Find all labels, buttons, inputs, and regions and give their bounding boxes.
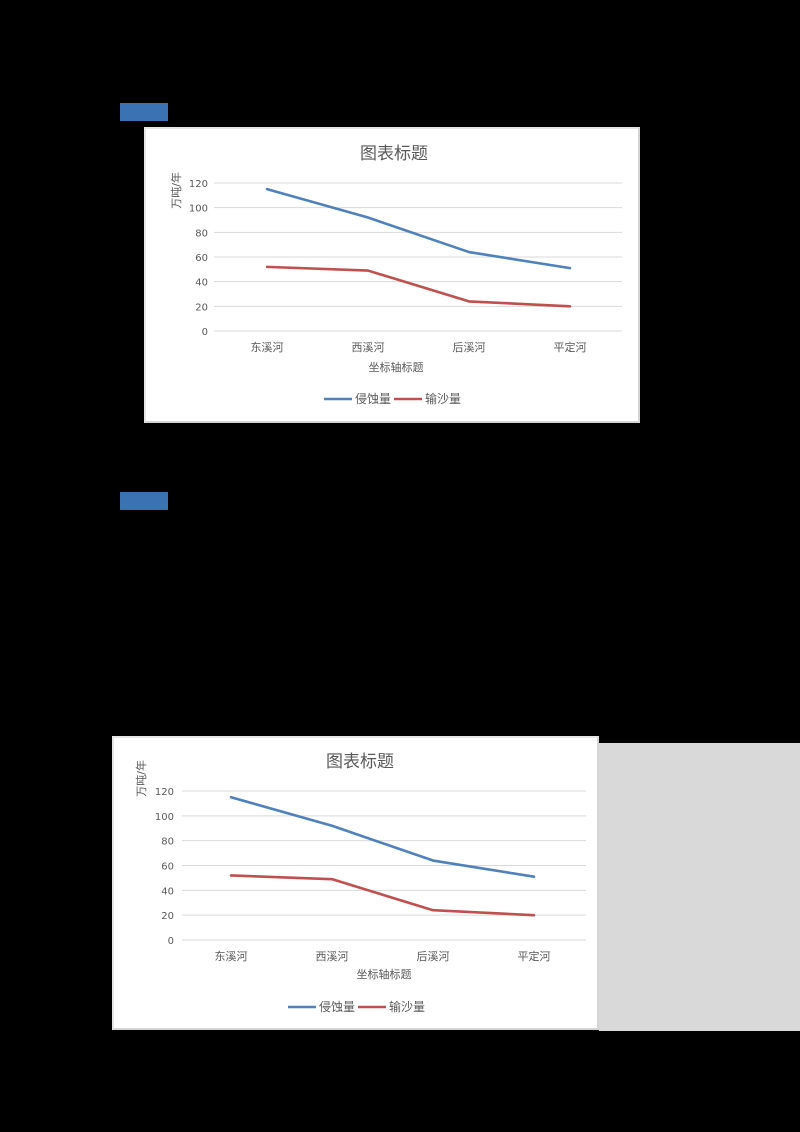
legend: 侵蚀量 输沙量 [324, 391, 461, 406]
series-line [265, 187, 572, 270]
y-tick-label: 60 [161, 862, 174, 873]
chart-2-canvas: 图表标题 万吨/年 0 20 40 60 80 100 120 东溪河 西溪河 后溪河 平定河 坐… [134, 752, 586, 1014]
y-axis-ticks: 0 20 40 60 80 100 120 [189, 179, 208, 338]
chart-1-canvas: 图表标题 万吨/年 0 20 40 60 80 100 120 东溪河 西溪河 后溪河 平定河 坐… [169, 144, 622, 406]
gridlines [214, 182, 622, 332]
y-tick-label: 80 [161, 837, 174, 848]
line-chart-2: 图表标题 万吨/年 0 20 40 60 80 100 120 东溪河 西溪河 后溪河 平定河 坐… [112, 736, 599, 1030]
section-label-2 [120, 492, 168, 510]
x-category-label: 西溪河 [352, 341, 385, 354]
y-tick-label: 0 [168, 936, 174, 947]
y-tick-label: 60 [195, 253, 208, 264]
y-axis-title: 万吨/年 [134, 760, 148, 797]
y-tick-label: 100 [189, 204, 208, 215]
series-line [265, 265, 572, 308]
y-tick-label: 100 [155, 812, 174, 823]
gridlines [182, 790, 586, 941]
legend-label: 侵蚀量 [355, 391, 391, 406]
line-chart-1: 图表标题 万吨/年 0 20 40 60 80 100 120 东溪河 西溪河 后溪河 平定河 坐… [144, 127, 640, 423]
x-category-label: 平定河 [518, 949, 551, 963]
y-tick-label: 20 [195, 302, 208, 313]
section-label-1 [120, 103, 168, 121]
y-tick-label: 120 [155, 787, 174, 798]
x-category-label: 东溪河 [215, 950, 248, 963]
legend: 侵蚀量 输沙量 [288, 999, 425, 1014]
x-axis-categories: 东溪河 西溪河 后溪河 平定河 [215, 949, 551, 963]
x-category-label: 后溪河 [417, 950, 450, 963]
x-category-label: 平定河 [554, 340, 587, 354]
y-tick-label: 20 [161, 911, 174, 922]
y-tick-label: 40 [195, 278, 208, 289]
chart-title: 图表标题 [360, 144, 428, 164]
x-category-label: 西溪河 [316, 950, 349, 963]
x-axis-title: 坐标轴标题 [357, 967, 412, 981]
series-lines [229, 795, 536, 917]
series-lines [265, 187, 572, 308]
x-axis-categories: 东溪河 西溪河 后溪河 平定河 [251, 340, 587, 354]
series-line [229, 795, 536, 878]
side-panel [599, 743, 800, 1031]
x-category-label: 后溪河 [453, 341, 486, 354]
svg-text:万吨/年: 万吨/年 [134, 760, 148, 797]
chart-title: 图表标题 [326, 752, 394, 772]
y-tick-label: 120 [189, 179, 208, 190]
y-tick-label: 0 [202, 327, 208, 338]
legend-label: 侵蚀量 [319, 999, 355, 1014]
svg-text:万吨/年: 万吨/年 [169, 172, 183, 209]
y-tick-label: 80 [195, 228, 208, 239]
legend-label: 输沙量 [389, 999, 425, 1014]
y-axis-ticks: 0 20 40 60 80 100 120 [155, 787, 174, 947]
x-axis-title: 坐标轴标题 [369, 360, 424, 374]
legend-label: 输沙量 [425, 391, 461, 406]
series-line [229, 874, 536, 917]
x-category-label: 东溪河 [251, 341, 284, 354]
y-tick-label: 40 [161, 886, 174, 897]
y-axis-title: 万吨/年 [169, 172, 183, 209]
